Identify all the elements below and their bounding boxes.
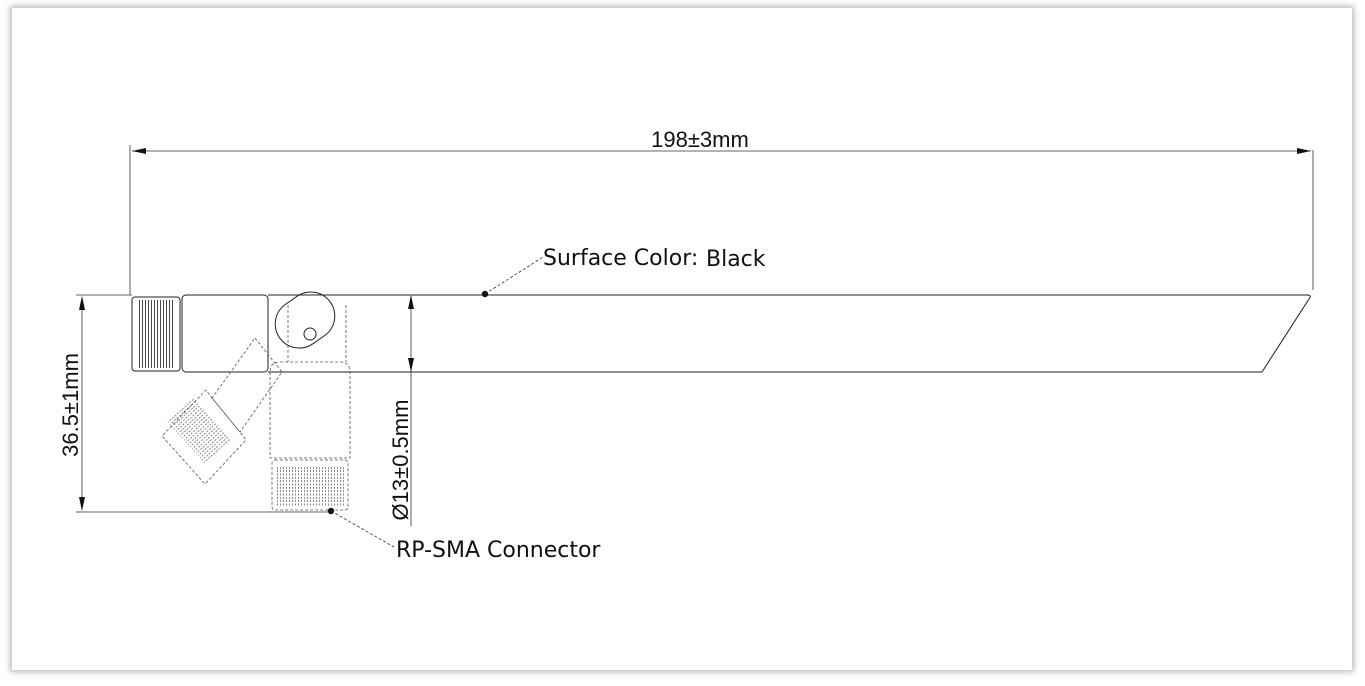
surface-color-callout: Surface Color: Black [481, 246, 766, 298]
hinge-pin [303, 327, 317, 341]
arrow-dia-top [408, 295, 414, 309]
arrow-left [132, 148, 146, 154]
arrow-right [1297, 148, 1311, 154]
height-label: 36.5±1mm [58, 353, 83, 457]
length-dimension: 198±3mm [129, 127, 1314, 295]
folded-position-vertical [269, 305, 351, 511]
hinge [274, 291, 336, 349]
connector-label: RP-SMA Connector [396, 538, 601, 563]
surface-color-value: Black [706, 247, 766, 272]
knurled-nut [131, 296, 181, 372]
height-dimension: 36.5±1mm [58, 294, 330, 513]
diameter-dimension: Ø13±0.5mm [388, 295, 414, 526]
antenna-body [131, 291, 1311, 373]
diameter-label: Ø13±0.5mm [388, 400, 413, 521]
arrow-dia-bottom [408, 358, 414, 372]
drawing-sheet [12, 8, 1352, 670]
surface-color-label: Surface Color: [543, 246, 698, 271]
folded-position-angled [161, 337, 283, 485]
arrow-top [79, 296, 85, 310]
knurl-texture [138, 300, 175, 368]
connector-collar [181, 294, 269, 373]
length-label: 198±3mm [651, 127, 749, 152]
connector-callout: RP-SMA Connector [327, 507, 601, 563]
arrow-bottom [79, 497, 85, 511]
